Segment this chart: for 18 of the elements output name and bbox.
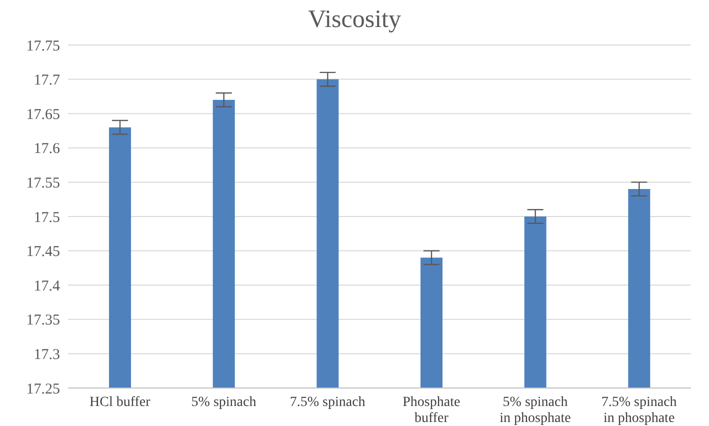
y-tick-label: 17.5 [34, 210, 60, 226]
x-tick-label: 5% spinach in phosphate [500, 395, 571, 426]
x-tick-label: 5% spinach [191, 395, 256, 410]
y-tick-label: 17.45 [26, 244, 60, 260]
y-tick-label: 17.55 [26, 176, 60, 192]
y-tick-label: 17.6 [34, 141, 60, 158]
y-tick-label: 17.7 [34, 72, 60, 89]
x-tick-label: 7.5% spinach [290, 395, 366, 410]
y-tick-label: 17.25 [26, 381, 60, 398]
y-tick-label: 17.75 [26, 38, 60, 54]
y-tick-label: 17.65 [26, 106, 60, 123]
x-tick-label: 7.5% spinach in phosphate [601, 395, 677, 426]
x-tick-label: HCl buffer [90, 395, 151, 410]
chart-title: Viscosity [307, 6, 402, 34]
y-tick-label: 17.3 [34, 347, 60, 364]
x-tick-label: Phosphate buffer [402, 395, 460, 426]
y-tick-label: 17.35 [26, 312, 60, 329]
y-tick-label: 17.4 [34, 278, 60, 294]
